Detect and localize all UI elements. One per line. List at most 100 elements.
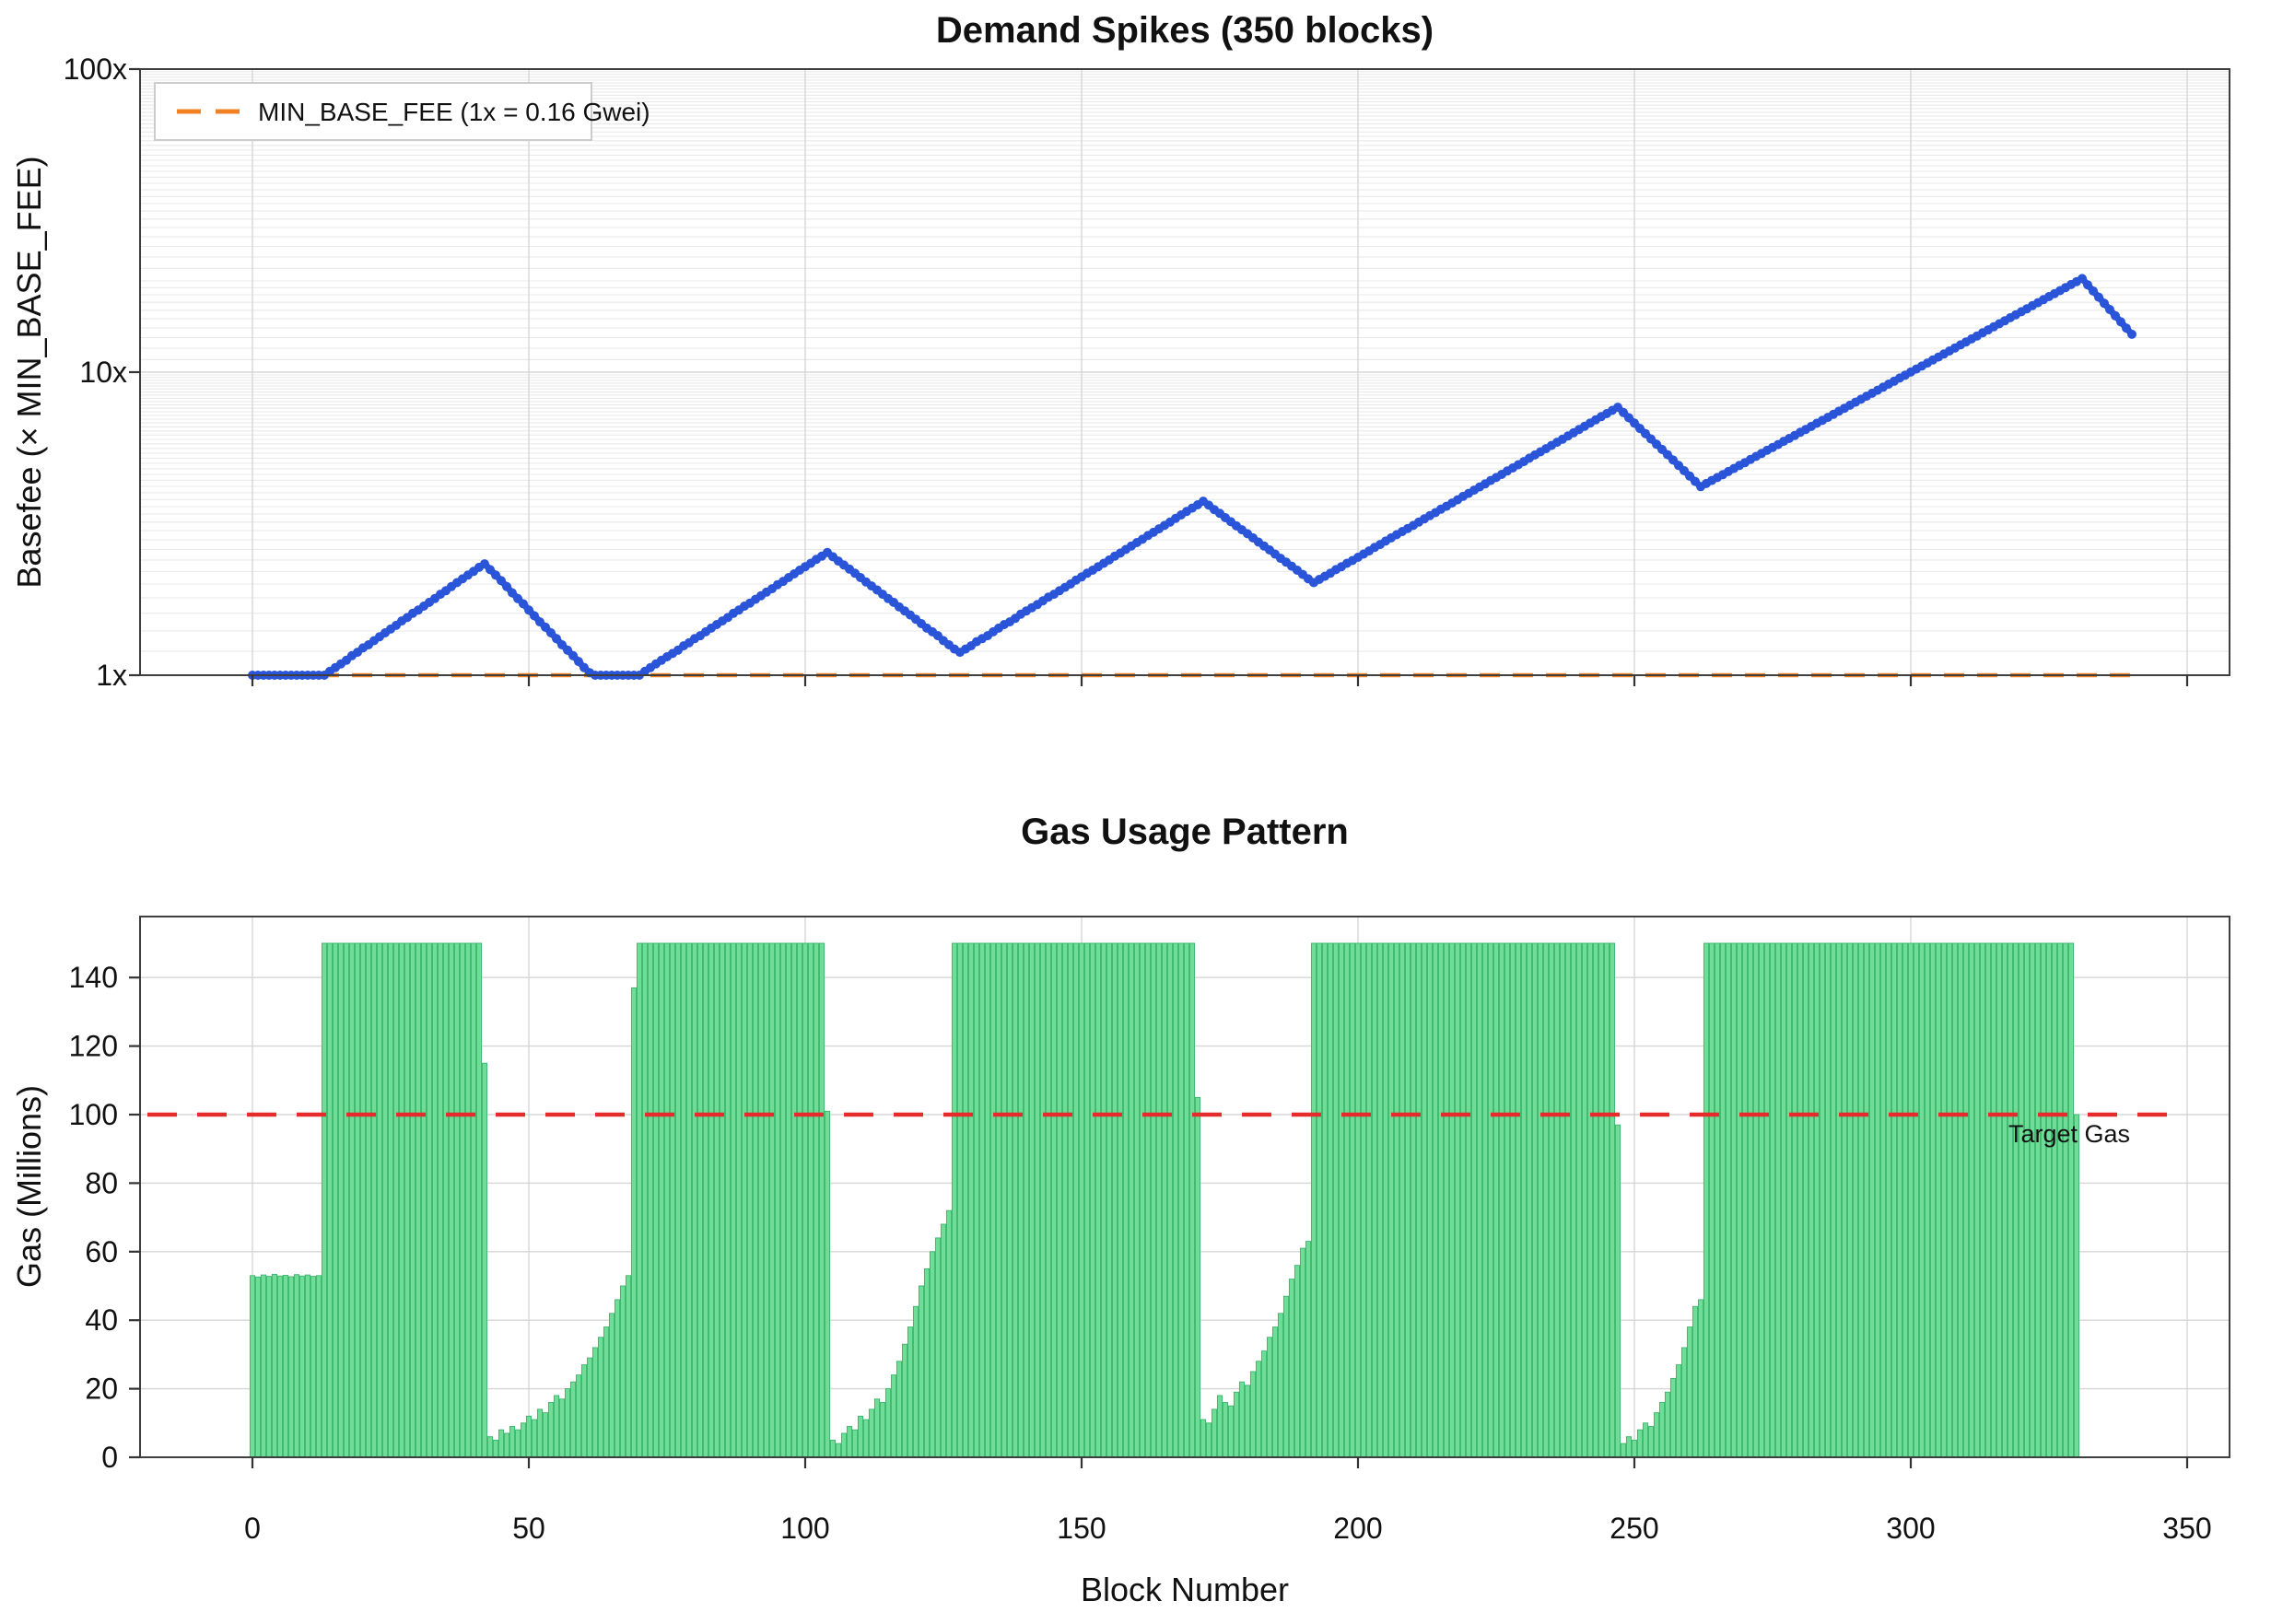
gas-bar <box>1365 942 1373 1458</box>
basefee-marker <box>2100 298 2109 309</box>
gas-bar <box>1498 942 1505 1458</box>
gas-bar <box>2018 942 2025 1458</box>
gas-bar <box>1636 1429 1644 1458</box>
gas-chart: Gas Usage Pattern 0 50 100 150 200 250 300 350 … <box>10 812 2230 1608</box>
gas-bar <box>1338 942 1345 1458</box>
basefee-ytick-1x: 1x <box>96 659 127 692</box>
gas-bar <box>1675 1364 1682 1458</box>
gas-bar <box>873 1398 881 1458</box>
gas-bar <box>404 942 411 1458</box>
gas-xtick-label: 350 <box>2162 1512 2211 1545</box>
gas-bar <box>1708 942 1715 1458</box>
gas-bar <box>426 942 433 1458</box>
gas-bar <box>752 942 759 1458</box>
basefee-marker <box>2122 323 2131 333</box>
gas-bar <box>818 942 825 1458</box>
gas-bar <box>580 1364 588 1458</box>
gas-bar <box>1863 942 1870 1458</box>
gas-bar <box>857 1415 864 1458</box>
gas-bar <box>1095 942 1102 1458</box>
gas-bar <box>1039 942 1047 1458</box>
basefee-marker <box>541 622 550 632</box>
basefee-ytick-100x: 100x <box>64 53 127 86</box>
gas-bar <box>1830 942 1837 1458</box>
gas-bar <box>1979 942 1986 1458</box>
basefee-marker <box>2078 274 2087 284</box>
gas-bar <box>1155 942 1163 1458</box>
gas-bar <box>1879 942 1887 1458</box>
gas-bar <box>321 942 328 1458</box>
gas-bar <box>365 942 372 1458</box>
gas-bar <box>1316 942 1323 1458</box>
gas-bar <box>1432 942 1439 1458</box>
gas-bar <box>1774 942 1782 1458</box>
gas-bar <box>619 1285 626 1458</box>
gas-bar <box>1023 942 1030 1458</box>
gas-bar <box>293 1274 300 1458</box>
gas-bar <box>431 942 439 1458</box>
gas-xtick-label: 50 <box>512 1512 545 1545</box>
gas-bar <box>1249 1371 1257 1458</box>
gas-bar <box>1714 942 1721 1458</box>
gas-bar <box>1089 942 1096 1458</box>
gas-bar <box>1459 942 1467 1458</box>
gas-bar <box>829 1439 837 1458</box>
gas-bar <box>1476 942 1483 1458</box>
gas-bar <box>591 1347 599 1458</box>
gas-bar <box>802 942 809 1458</box>
gas-bar <box>995 942 1002 1458</box>
gas-bar <box>332 942 339 1458</box>
gas-bar <box>2029 942 2036 1458</box>
gas-ytick-label: 60 <box>85 1235 118 1268</box>
gas-bar <box>1321 942 1329 1458</box>
gas-bar <box>1387 942 1395 1458</box>
gas-bar <box>636 942 643 1458</box>
gas-bar <box>851 1429 859 1458</box>
gas-bar <box>448 942 455 1458</box>
gas-bar <box>923 1268 931 1458</box>
gas-bar <box>2040 942 2047 1458</box>
gas-ytick-label: 120 <box>69 1030 118 1063</box>
gas-bar <box>1780 942 1787 1458</box>
gas-bar <box>1161 942 1168 1458</box>
gas-bar <box>1067 942 1074 1458</box>
gas-bar <box>1288 1279 1295 1458</box>
gas-bar <box>558 1398 566 1458</box>
gas-xtick-label: 150 <box>1057 1512 1106 1545</box>
gas-bar <box>1271 1326 1279 1458</box>
gas-bar <box>1294 1265 1301 1458</box>
gas-bar <box>1603 942 1610 1458</box>
gas-bar <box>735 942 743 1458</box>
gas-bar <box>453 942 461 1458</box>
gas-bar <box>1177 942 1185 1458</box>
gas-bar <box>896 1361 903 1458</box>
gas-bar <box>1575 942 1583 1458</box>
gas-bar <box>713 942 720 1458</box>
gas-bar <box>1647 1426 1655 1458</box>
gas-bar <box>1730 942 1738 1458</box>
gas-bar <box>1017 942 1024 1458</box>
gas-bar <box>1581 942 1588 1458</box>
gas-bar <box>2045 942 2053 1458</box>
basefee-title: Demand Spikes (350 blocks) <box>936 10 1434 51</box>
gas-bar <box>1343 942 1351 1458</box>
gas-bar <box>669 942 676 1458</box>
gas-bar <box>1493 942 1500 1458</box>
gas-bar <box>647 942 654 1458</box>
gas-bar <box>1852 942 1859 1458</box>
gas-bar <box>1946 942 1953 1458</box>
gas-bar <box>967 942 975 1458</box>
gas-bar <box>1846 942 1854 1458</box>
basefee-marker <box>2083 280 2092 290</box>
gas-bar <box>304 1274 311 1458</box>
gas-bar <box>475 942 483 1458</box>
gas-bar <box>1653 1412 1660 1458</box>
gas-bar <box>763 942 770 1458</box>
gas-bar <box>1962 942 1970 1458</box>
gas-bar <box>1841 942 1848 1458</box>
gas-bar <box>1056 942 1063 1458</box>
gas-bar <box>1907 942 1914 1458</box>
gas-bar <box>730 942 737 1458</box>
gas-xtick-label: 200 <box>1333 1512 1382 1545</box>
gas-bar <box>586 1357 593 1458</box>
